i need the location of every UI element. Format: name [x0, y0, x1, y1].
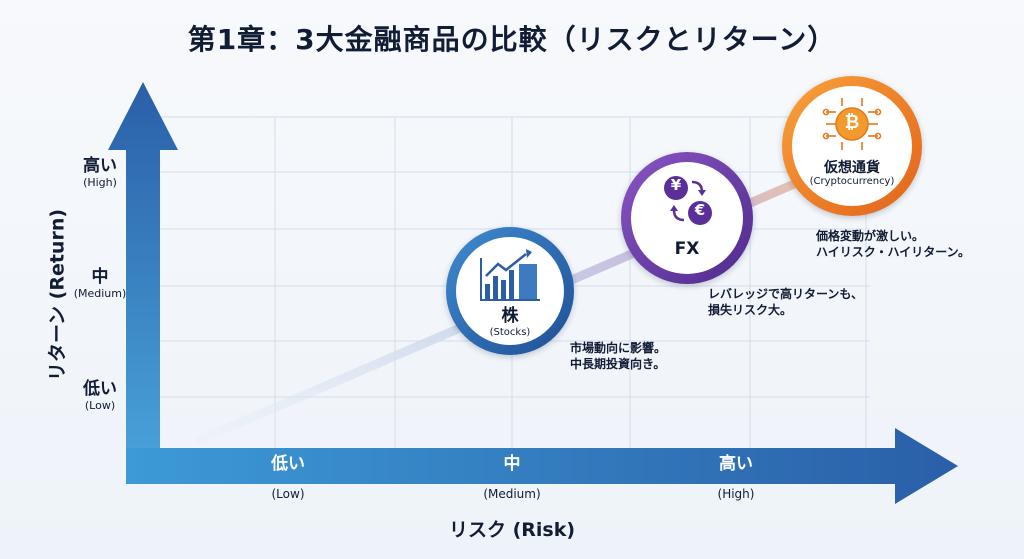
euro-symbol: € — [690, 202, 710, 219]
y-level-high-main: 高い — [72, 157, 128, 177]
crypto-label-block: 仮想通貨 (Cryptocurrency) — [802, 160, 902, 188]
y-level-low-main: 低い — [72, 380, 128, 400]
y-level-medium-sub: (Medium) — [72, 288, 128, 301]
stocks-note-line1: 市場動向に影響。 — [570, 340, 666, 356]
fx-note: レバレッジで高リターンも、 損失リスク大。 — [708, 286, 863, 318]
y-level-low: 低い (Low) — [72, 380, 128, 412]
x-level-high-main: 高い — [696, 455, 776, 475]
bitcoin-symbol: ₿ — [842, 113, 862, 134]
yen-symbol: ¥ — [666, 177, 686, 194]
y-level-low-sub: (Low) — [72, 400, 128, 413]
fx-label-block: FX — [647, 240, 727, 260]
y-axis-title: リターン (Return) — [43, 209, 70, 381]
x-level-high-sub: (High) — [696, 488, 776, 502]
y-level-medium-main: 中 — [72, 268, 128, 288]
fx-label: FX — [647, 240, 727, 260]
stocks-note: 市場動向に影響。 中長期投資向き。 — [570, 340, 666, 372]
risk-return-diagram — [0, 0, 1024, 559]
fx-note-line2: 損失リスク大。 — [708, 302, 863, 318]
crypto-note: 価格変動が激しい。 ハイリスク・ハイリターン。 — [816, 228, 970, 260]
crypto-note-line2: ハイリスク・ハイリターン。 — [816, 244, 970, 260]
crypto-sublabel: (Cryptocurrency) — [802, 176, 902, 188]
crypto-node[interactable] — [782, 76, 922, 216]
stocks-note-line2: 中長期投資向き。 — [570, 356, 666, 372]
y-level-high-sub: (High) — [72, 177, 128, 190]
x-axis-title: リスク (Risk) — [0, 515, 1024, 542]
stocks-sublabel: (Stocks) — [470, 327, 550, 339]
stocks-label: 株 — [470, 307, 550, 327]
x-level-low-main: 低い — [248, 455, 328, 475]
x-level-medium-sub: (Medium) — [462, 488, 562, 502]
fx-note-line1: レバレッジで高リターンも、 — [708, 286, 863, 302]
fx-node[interactable] — [621, 152, 753, 284]
stocks-label-block: 株 (Stocks) — [470, 307, 550, 338]
y-level-high: 高い (High) — [72, 157, 128, 189]
crypto-note-line1: 価格変動が激しい。 — [816, 228, 970, 244]
crypto-label: 仮想通貨 — [802, 160, 902, 176]
x-level-low-sub: (Low) — [248, 488, 328, 502]
y-level-medium: 中 (Medium) — [72, 268, 128, 300]
x-level-medium-main: 中 — [472, 455, 552, 475]
